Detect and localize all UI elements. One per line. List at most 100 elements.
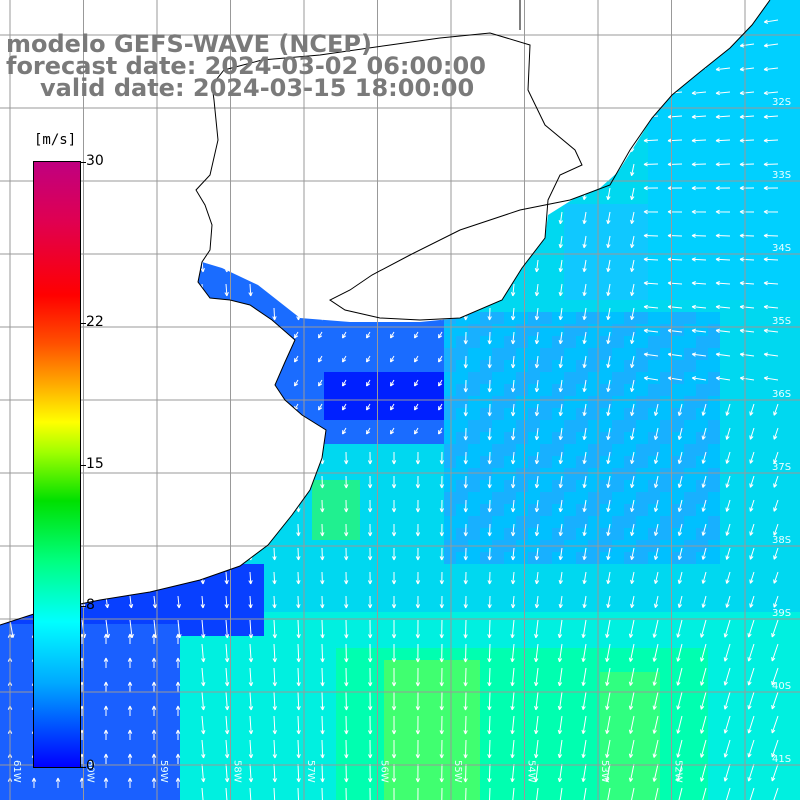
wind-arrow [510,163,516,177]
wind-arrow [700,715,707,734]
wind-arrow [152,499,158,513]
wind-arrow [701,595,707,608]
wind-arrow [510,355,516,369]
wind-arrow [676,619,683,638]
wind-arrow [368,715,373,735]
wind-arrow [342,403,347,411]
wind-arrow [272,523,277,537]
wind-arrow [773,427,779,440]
wind-arrow [248,451,253,465]
wind-arrow [606,427,611,441]
wind-arrow [296,475,301,489]
wind-arrow [344,787,349,800]
wind-arrow [344,115,349,129]
wind-arrow [128,115,134,129]
wind-arrow [415,691,421,711]
wind-arrow [510,715,515,735]
wind-arrow [102,403,107,411]
wind-arrow [368,691,373,711]
wind-arrow [558,91,563,105]
wind-arrow [643,352,659,357]
wind-arrow [581,619,587,639]
wind-arrow [558,19,563,33]
wind-arrow [222,355,227,363]
wind-arrow [248,139,253,153]
wind-arrow [700,643,707,662]
wind-arrow [176,595,182,609]
wind-arrow [652,643,659,662]
wind-arrow [248,283,253,297]
wind-arrow [176,283,182,297]
wind-arrow [667,43,683,48]
wind-arrow [715,19,731,24]
wind-arrow [201,667,206,687]
wind-arrow [487,715,492,735]
wind-arrow [320,163,325,177]
wind-arrow [487,691,492,711]
wind-arrow [415,475,421,489]
wind-arrow [176,211,182,225]
wind-arrow [415,763,421,783]
wind-arrow [582,283,587,297]
wind-arrow [534,619,539,639]
wind-arrow [367,595,373,609]
wind-arrow [771,643,779,662]
wind-arrow [643,257,659,262]
wind-arrow [320,139,325,153]
wind-arrow [630,571,635,585]
wind-arrow [723,739,731,758]
wind-arrow [739,138,755,143]
wind-arrow [201,787,206,800]
wind-arrow [201,643,206,663]
lon-label: 53W [599,760,610,783]
wind-arrow [224,451,229,465]
wind-arrow [344,619,349,639]
wind-arrow [439,619,444,639]
wind-arrow [175,777,181,788]
wind-arrow [606,307,611,321]
wind-arrow [677,451,683,464]
lon-label: 54W [526,760,537,783]
wind-arrow [643,281,659,286]
wind-arrow [510,43,516,57]
wind-arrow [677,475,683,488]
wind-arrow [581,763,587,783]
wind-arrow [272,115,277,129]
wind-arrow [582,475,587,489]
wind-arrow [176,187,182,201]
wind-arrow [739,185,755,191]
wind-arrow [581,739,587,759]
wind-arrow [653,475,659,489]
wind-arrow [344,451,349,465]
wind-arrow [582,571,587,585]
wind-arrow [200,475,205,489]
wind-arrow [487,139,492,153]
wind-arrow [628,667,635,686]
wind-arrow [296,619,301,639]
wind-arrow [320,475,325,489]
wind-arrow [224,475,229,489]
wind-arrow [510,739,515,759]
wind-arrow [296,715,301,735]
wind-arrow [581,787,587,800]
wind-arrow [676,739,683,758]
lon-label: 59W [158,760,169,783]
wind-arrow [104,499,110,513]
wind-arrow [152,163,158,177]
wind-arrow [9,619,15,639]
wind-arrow [224,187,229,201]
wind-arrow [246,427,251,435]
wind-arrow [582,427,587,441]
wind-arrow [176,523,182,537]
wind-arrow [739,114,755,119]
wind-arrow [715,304,731,310]
wind-arrow [272,211,277,225]
wind-arrow [652,619,659,638]
wind-arrow [344,595,349,609]
wind-arrow [739,352,755,357]
wind-arrow [749,571,755,584]
wind-arrow [643,233,659,238]
wind-arrow [152,523,158,537]
wind-arrow [487,499,492,513]
